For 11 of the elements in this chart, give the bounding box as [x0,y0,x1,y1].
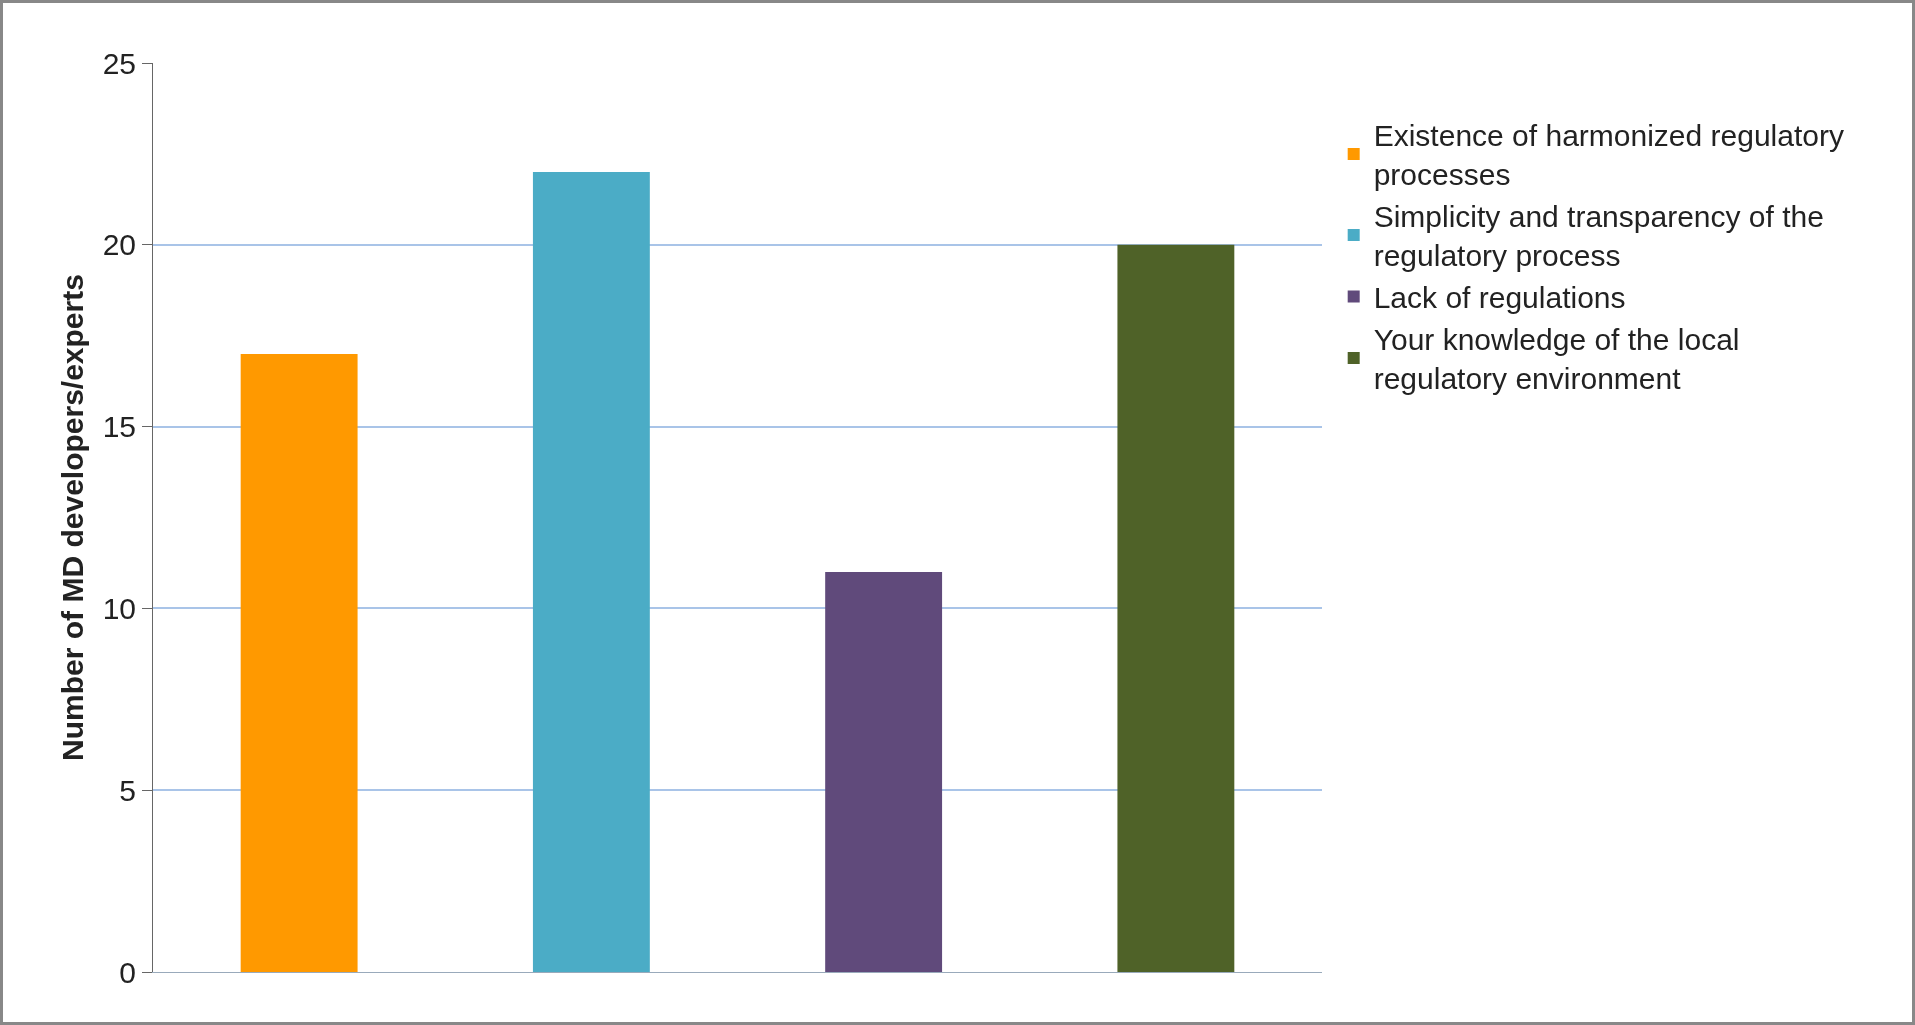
legend-label: Simplicity and transparency of the regulatory process [1373,200,1824,273]
y-tick-label: 20 [102,228,136,262]
y-tick-label: 10 [102,591,136,625]
y-tick-label: 25 [102,46,136,80]
legend-label: Lack of regulations [1373,281,1626,315]
y-axis-title: Number of MD developers/experts [56,274,89,761]
legend-label: Your knowledge of the local regulatory environment [1373,323,1740,396]
legend-label: Existence of harmonized regulatory processes [1373,119,1844,192]
y-tick-label: 15 [102,410,136,444]
y-tick-label: 5 [119,773,136,807]
y-tick-label: 0 [119,955,136,989]
